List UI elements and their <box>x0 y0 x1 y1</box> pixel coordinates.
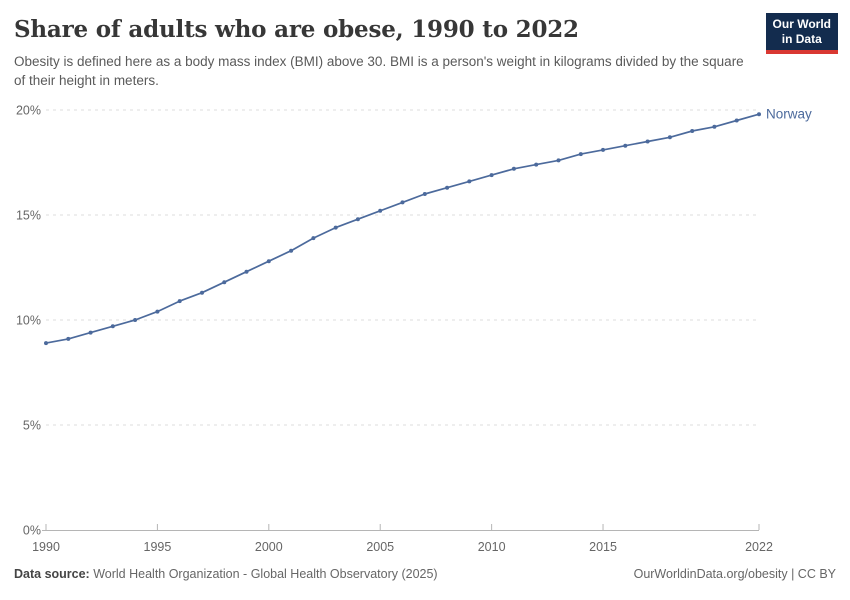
data-point[interactable] <box>690 129 695 133</box>
data-point[interactable] <box>110 324 115 329</box>
data-point[interactable] <box>311 236 316 241</box>
data-point[interactable] <box>66 336 71 341</box>
x-axis-tick-label: 1990 <box>32 540 60 554</box>
x-axis-tick-label: 2015 <box>589 540 617 554</box>
y-axis-tick-label: 0% <box>23 524 41 538</box>
data-point[interactable] <box>155 309 160 314</box>
x-axis-tick-label: 1995 <box>144 540 172 554</box>
data-point[interactable] <box>467 179 472 184</box>
data-point[interactable] <box>378 208 383 213</box>
data-point[interactable] <box>422 192 427 196</box>
data-point[interactable] <box>355 217 360 222</box>
data-point[interactable] <box>511 166 516 171</box>
trend-line[interactable] <box>45 113 760 344</box>
x-axis-tick-label: 2000 <box>255 540 283 554</box>
chart-header: Share of adults who are obese, 1990 to 2… <box>14 16 754 90</box>
data-point[interactable] <box>489 173 494 178</box>
data-point[interactable] <box>177 299 182 304</box>
data-point[interactable] <box>266 259 271 264</box>
data-point[interactable] <box>200 290 204 295</box>
data-point[interactable] <box>578 152 583 157</box>
data-point[interactable] <box>734 118 739 123</box>
data-source-label: Data source: <box>14 567 90 581</box>
data-source: Data source: World Health Organization -… <box>14 567 438 581</box>
owid-logo-line2: in Data <box>781 32 822 46</box>
chart-subtitle: Obesity is defined here as a body mass i… <box>14 54 744 89</box>
x-axis-tick-label: 2010 <box>478 540 506 554</box>
owid-logo[interactable]: Our World in Data <box>765 13 838 54</box>
data-point[interactable] <box>445 185 450 190</box>
data-point[interactable] <box>400 200 405 205</box>
credit-link[interactable]: OurWorldinData.org/obesity | CC BY <box>633 567 836 581</box>
data-point[interactable] <box>623 143 628 148</box>
data-point[interactable] <box>133 318 138 322</box>
data-point[interactable] <box>244 269 249 274</box>
data-point[interactable] <box>645 139 650 144</box>
data-point[interactable] <box>556 158 561 163</box>
data-source-text: World Health Organization - Global Healt… <box>93 567 438 581</box>
y-axis-tick-label: 20% <box>16 104 41 118</box>
owid-logo-line1: Our World <box>772 17 831 31</box>
y-axis-tick-label: 5% <box>23 419 41 433</box>
data-point[interactable] <box>757 112 761 117</box>
data-point[interactable] <box>44 341 48 346</box>
y-axis-tick-label: 10% <box>16 314 41 328</box>
data-point[interactable] <box>222 280 227 285</box>
x-axis-tick-label: 2022 <box>745 540 773 554</box>
page-title: Share of adults who are obese, 1990 to 2… <box>14 16 579 43</box>
x-axis-tick-label: 2005 <box>366 540 394 554</box>
data-point[interactable] <box>289 248 294 253</box>
data-point[interactable] <box>333 225 338 230</box>
data-point[interactable] <box>88 330 93 335</box>
data-point[interactable] <box>534 162 539 167</box>
data-point[interactable] <box>712 124 717 129</box>
data-point[interactable] <box>667 135 672 140</box>
data-point[interactable] <box>601 147 605 152</box>
chart-footer: Data source: World Health Organization -… <box>14 567 836 581</box>
entity-label[interactable]: Norway <box>766 107 812 122</box>
y-axis-tick-label: 15% <box>16 209 41 223</box>
